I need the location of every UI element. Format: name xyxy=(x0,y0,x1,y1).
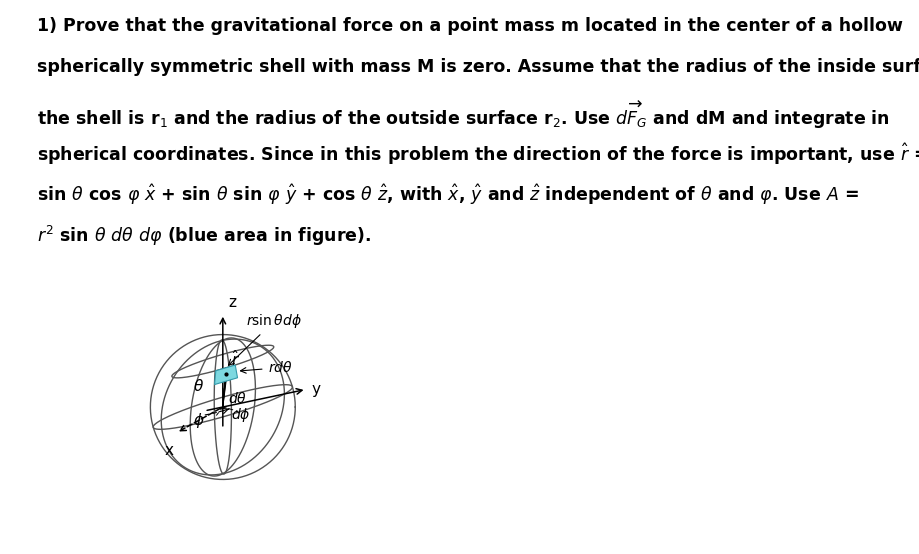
Text: the shell is r$_1$ and the radius of the outside surface r$_2$. Use $\overrighta: the shell is r$_1$ and the radius of the… xyxy=(37,100,890,131)
Text: $d\theta$: $d\theta$ xyxy=(228,391,247,406)
Text: y: y xyxy=(312,382,321,397)
Text: x: x xyxy=(165,443,174,458)
Text: $\hat{r}$: $\hat{r}$ xyxy=(231,349,240,369)
Text: z: z xyxy=(228,295,236,310)
Text: $r^2$ sin $\theta$ $d\theta$ $d\varphi$ (blue area in figure).: $r^2$ sin $\theta$ $d\theta$ $d\varphi$ … xyxy=(37,224,371,249)
Text: $r\sin\theta d\phi$: $r\sin\theta d\phi$ xyxy=(229,312,302,365)
Text: spherical coordinates. Since in this problem the direction of the force is impor: spherical coordinates. Since in this pro… xyxy=(37,141,919,167)
Text: spherically symmetric shell with mass M is zero. Assume that the radius of the i: spherically symmetric shell with mass M … xyxy=(37,58,919,76)
Text: $\theta$: $\theta$ xyxy=(193,378,204,394)
Text: $d\phi$: $d\phi$ xyxy=(232,406,251,424)
Polygon shape xyxy=(214,365,237,384)
Text: $\phi$: $\phi$ xyxy=(194,411,205,430)
Text: $rd\theta$: $rd\theta$ xyxy=(241,360,292,375)
Text: sin $\theta$ cos $\varphi$ $\hat{x}$ + sin $\theta$ sin $\varphi$ $\hat{y}$ + co: sin $\theta$ cos $\varphi$ $\hat{x}$ + s… xyxy=(37,183,858,208)
Text: 1) Prove that the gravitational force on a point mass m located in the center of: 1) Prove that the gravitational force on… xyxy=(37,17,902,34)
